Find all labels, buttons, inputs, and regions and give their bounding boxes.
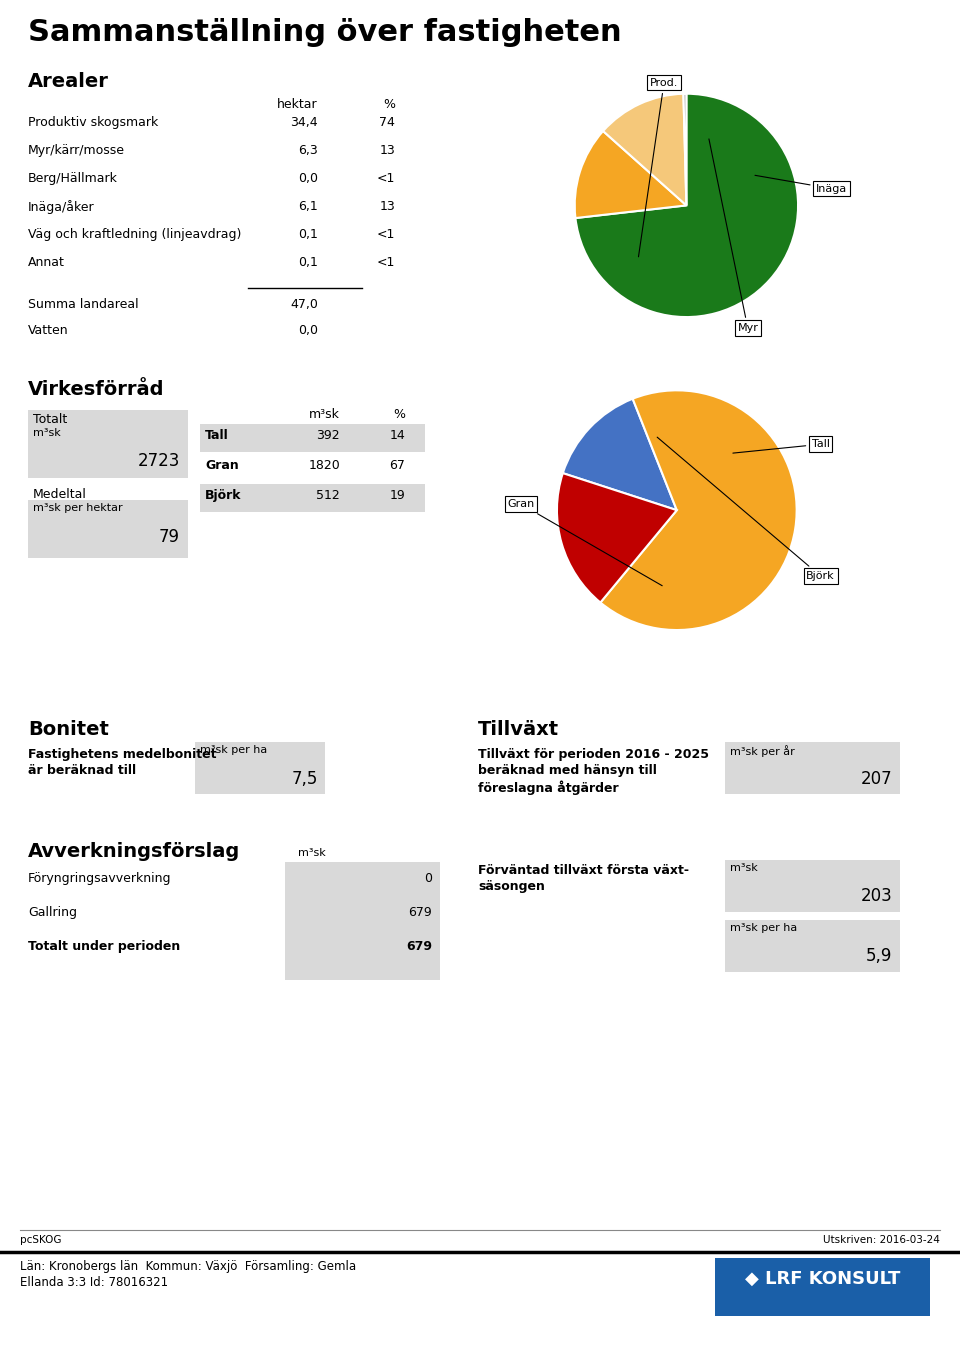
Text: Väg och kraftledning (linjeavdrag): Väg och kraftledning (linjeavdrag) — [28, 227, 241, 241]
Text: 74: 74 — [379, 116, 395, 129]
Text: 679: 679 — [406, 940, 432, 953]
Wedge shape — [575, 94, 798, 317]
Wedge shape — [603, 94, 686, 206]
Wedge shape — [600, 391, 797, 631]
Wedge shape — [557, 473, 677, 602]
Text: föreslagna åtgärder: föreslagna åtgärder — [478, 780, 618, 794]
Text: pcSKOG: pcSKOG — [20, 1235, 61, 1245]
Text: m³sk per ha: m³sk per ha — [730, 923, 797, 933]
Text: m³sk: m³sk — [33, 428, 60, 439]
Text: Län: Kronobergs län  Kommun: Växjö  Församling: Gemla: Län: Kronobergs län Kommun: Växjö Försam… — [20, 1260, 356, 1273]
Text: Vatten: Vatten — [28, 324, 68, 336]
Text: <1: <1 — [376, 227, 395, 241]
Text: hektar: hektar — [277, 98, 318, 110]
Text: Ellanda 3:3 Id: 78016321: Ellanda 3:3 Id: 78016321 — [20, 1276, 168, 1288]
Wedge shape — [684, 94, 686, 206]
Text: m³sk: m³sk — [309, 409, 340, 421]
Text: Annat: Annat — [28, 256, 65, 270]
Text: Tillväxt: Tillväxt — [478, 720, 559, 740]
Text: 67: 67 — [389, 459, 405, 473]
Text: Inäga/åker: Inäga/åker — [28, 200, 95, 214]
Text: ◆ LRF KONSULT: ◆ LRF KONSULT — [745, 1269, 900, 1288]
Text: Prod.: Prod. — [638, 78, 679, 257]
Wedge shape — [575, 131, 686, 218]
Text: 512: 512 — [316, 489, 340, 503]
Text: Medeltal: Medeltal — [33, 488, 86, 501]
Text: Produktiv skogsmark: Produktiv skogsmark — [28, 116, 158, 129]
Text: <1: <1 — [376, 172, 395, 185]
Text: 679: 679 — [408, 906, 432, 919]
Wedge shape — [563, 399, 677, 511]
Text: Sammanställning över fastigheten: Sammanställning över fastigheten — [28, 18, 622, 48]
Text: 5,9: 5,9 — [866, 947, 892, 966]
Text: Tall: Tall — [205, 429, 228, 443]
Text: Totalt: Totalt — [33, 413, 67, 426]
Text: Fastighetens medelbonitet: Fastighetens medelbonitet — [28, 748, 217, 761]
Text: 6,3: 6,3 — [299, 144, 318, 157]
Text: Föryngringsavverkning: Föryngringsavverkning — [28, 872, 172, 885]
Text: 14: 14 — [389, 429, 405, 443]
Text: Myr: Myr — [708, 139, 758, 334]
FancyBboxPatch shape — [200, 454, 425, 482]
Text: 6,1: 6,1 — [299, 200, 318, 212]
FancyBboxPatch shape — [200, 484, 425, 512]
Text: Gran: Gran — [508, 500, 662, 586]
Text: %: % — [393, 409, 405, 421]
Text: Myr/kärr/mosse: Myr/kärr/mosse — [28, 144, 125, 157]
Text: 19: 19 — [389, 489, 405, 503]
Text: Gran: Gran — [205, 459, 239, 473]
Text: 79: 79 — [159, 528, 180, 546]
FancyBboxPatch shape — [725, 742, 900, 794]
Text: m³sk: m³sk — [298, 849, 325, 858]
Text: Tall: Tall — [732, 440, 829, 454]
Text: 34,4: 34,4 — [290, 116, 318, 129]
FancyBboxPatch shape — [28, 500, 188, 558]
Text: 1820: 1820 — [308, 459, 340, 473]
Text: 47,0: 47,0 — [290, 298, 318, 311]
Text: Summa landareal: Summa landareal — [28, 298, 138, 311]
Text: 13: 13 — [379, 200, 395, 212]
Text: 0,1: 0,1 — [299, 227, 318, 241]
Text: 392: 392 — [317, 429, 340, 443]
Text: Utskriven: 2016-03-24: Utskriven: 2016-03-24 — [823, 1235, 940, 1245]
Text: beräknad med hänsyn till: beräknad med hänsyn till — [478, 764, 657, 776]
Text: %: % — [383, 98, 395, 110]
Text: m³sk: m³sk — [730, 864, 757, 873]
Text: är beräknad till: är beräknad till — [28, 764, 136, 776]
FancyBboxPatch shape — [195, 742, 325, 794]
Text: 0,1: 0,1 — [299, 256, 318, 270]
Text: 2723: 2723 — [137, 452, 180, 470]
Text: 0,0: 0,0 — [298, 172, 318, 185]
Text: säsongen: säsongen — [478, 880, 545, 893]
FancyBboxPatch shape — [200, 424, 425, 452]
Text: 0: 0 — [424, 872, 432, 885]
Text: m³sk per ha: m³sk per ha — [200, 745, 267, 755]
Text: 7,5: 7,5 — [292, 770, 318, 789]
Text: 0,0: 0,0 — [298, 324, 318, 336]
FancyBboxPatch shape — [725, 919, 900, 972]
Text: Avverkningsförslag: Avverkningsförslag — [28, 842, 240, 861]
FancyBboxPatch shape — [28, 410, 188, 478]
Text: 207: 207 — [860, 770, 892, 789]
Text: Björk: Björk — [658, 437, 835, 582]
Text: Bonitet: Bonitet — [28, 720, 108, 740]
FancyBboxPatch shape — [715, 1258, 930, 1316]
Text: 13: 13 — [379, 144, 395, 157]
Text: 203: 203 — [860, 887, 892, 904]
Text: m³sk per år: m³sk per år — [730, 745, 795, 757]
Text: Totalt under perioden: Totalt under perioden — [28, 940, 180, 953]
FancyBboxPatch shape — [285, 862, 440, 981]
Text: Inäga: Inäga — [755, 176, 848, 193]
Text: Arealer: Arealer — [28, 72, 108, 91]
Text: <1: <1 — [376, 256, 395, 270]
FancyBboxPatch shape — [725, 859, 900, 913]
Text: Björk: Björk — [205, 489, 242, 503]
Text: Förväntad tillväxt första växt-: Förväntad tillväxt första växt- — [478, 864, 689, 877]
Text: Virkesförråd: Virkesförråd — [28, 380, 164, 399]
Text: Gallring: Gallring — [28, 906, 77, 919]
Text: Tillväxt för perioden 2016 - 2025: Tillväxt för perioden 2016 - 2025 — [478, 748, 709, 761]
Text: m³sk per hektar: m³sk per hektar — [33, 503, 123, 513]
Text: Berg/Hällmark: Berg/Hällmark — [28, 172, 118, 185]
